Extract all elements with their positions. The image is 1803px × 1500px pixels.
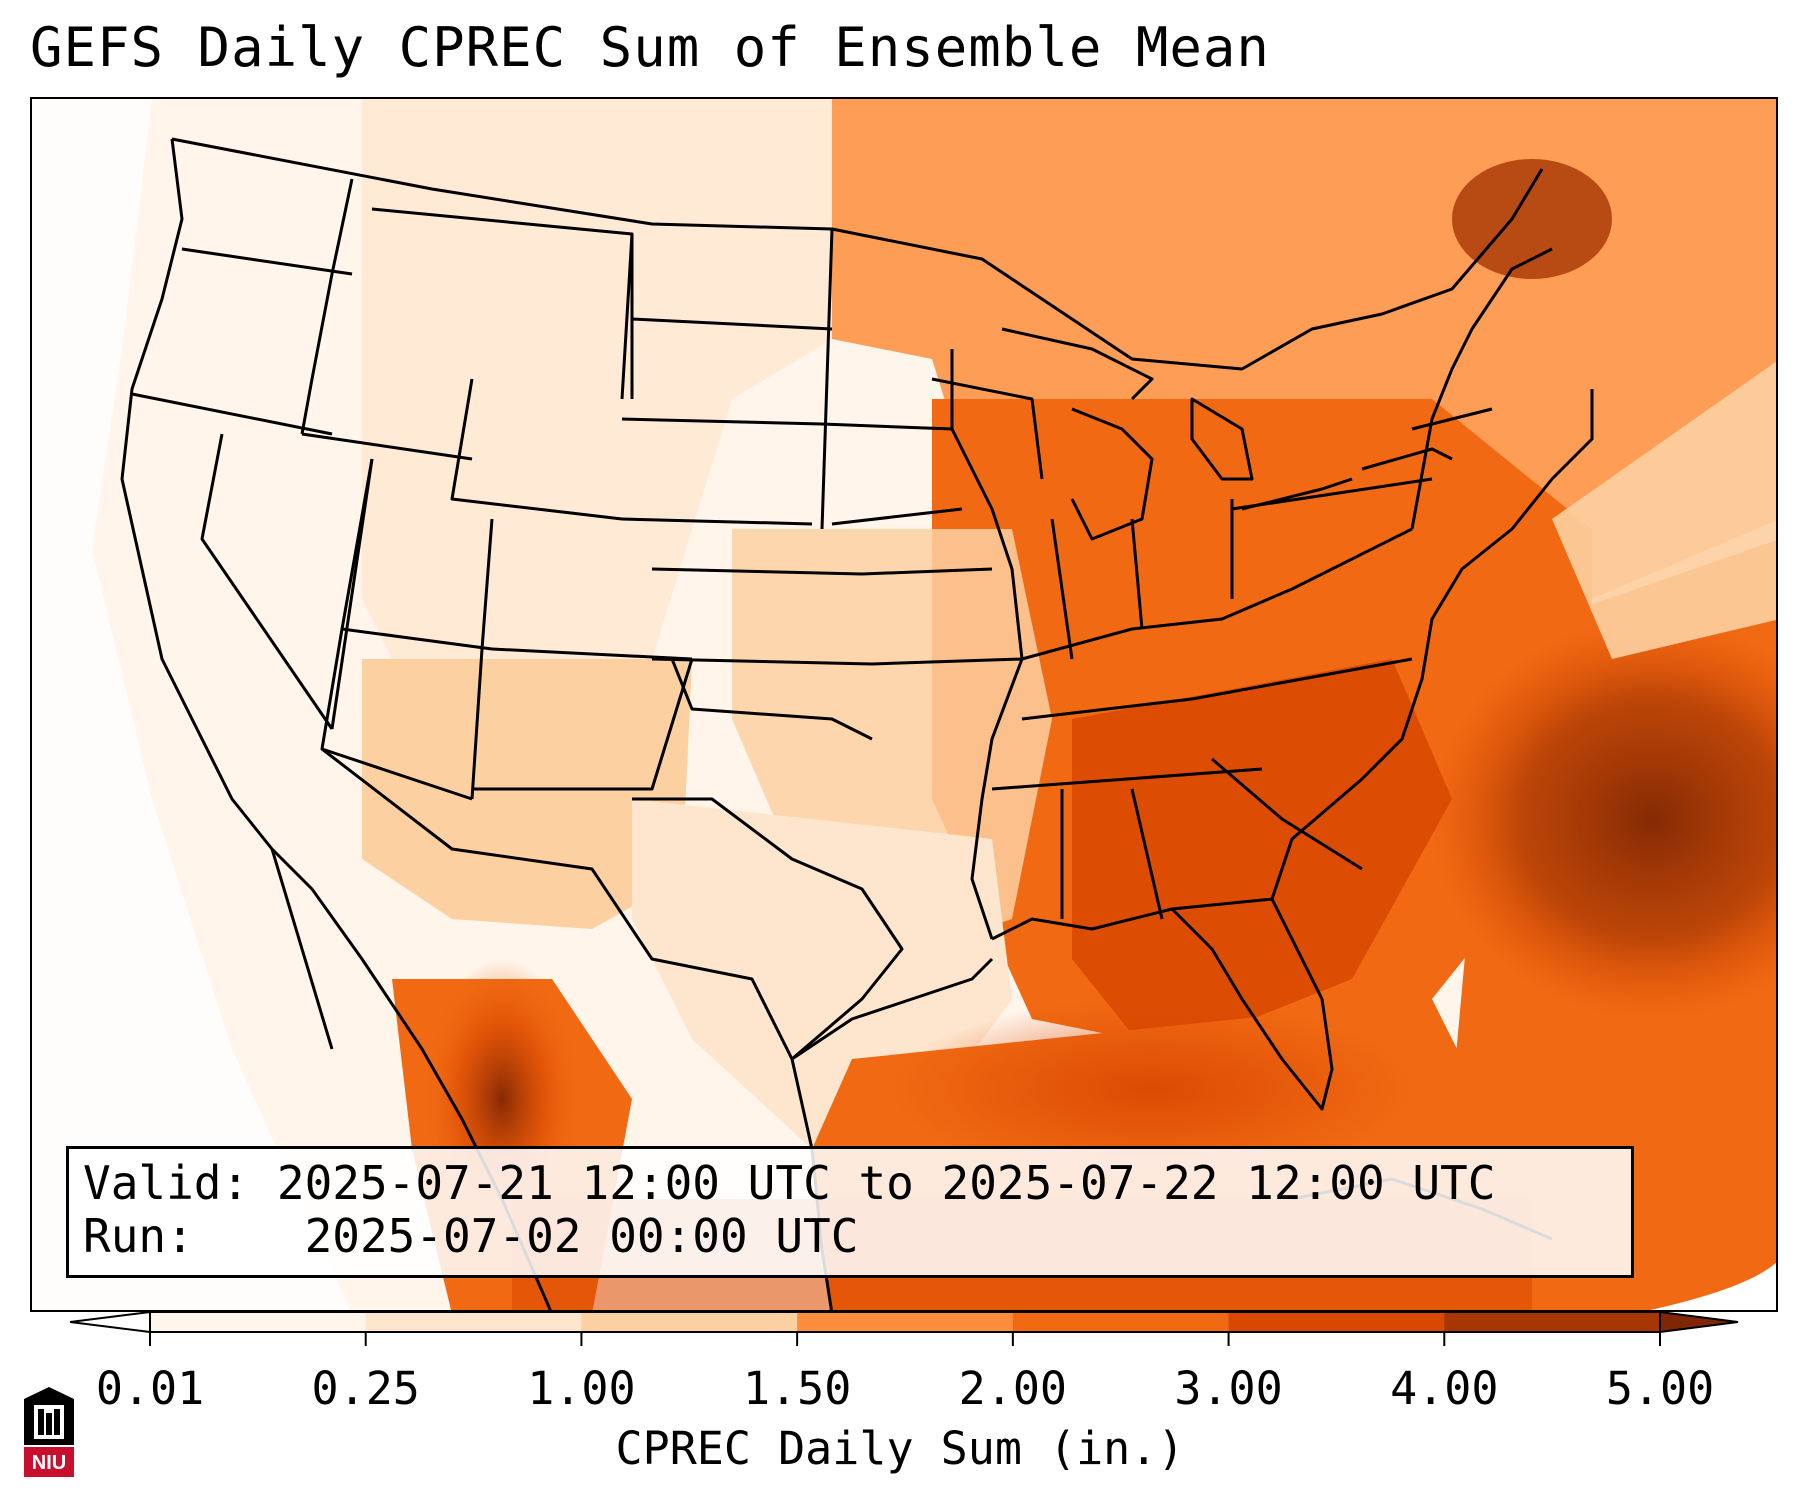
colorbar-tick-label: 5.00 — [1605, 1362, 1715, 1415]
colorbar-segment — [797, 1312, 1014, 1332]
map-title: GEFS Daily CPREC Sum of Ensemble Mean — [30, 16, 1270, 79]
valid-label: Valid: — [83, 1156, 250, 1210]
valid-value: 2025-07-21 12:00 UTC to 2025-07-22 12:00… — [276, 1156, 1496, 1210]
colorbar-label: CPREC Daily Sum (in.) — [615, 1422, 1185, 1475]
precip-field — [32, 99, 1776, 1310]
colorbar-tick-label: 0.25 — [311, 1362, 420, 1415]
precipitation-map — [30, 97, 1778, 1312]
colorbar-ticks — [149, 1332, 1661, 1346]
logo-text: NIU — [32, 1452, 66, 1474]
colorbar-tick-label: 3.00 — [1174, 1362, 1283, 1415]
run-value: 2025-07-02 00:00 UTC — [304, 1209, 859, 1263]
state-borders — [120, 137, 1594, 1310]
colorbar-segment — [1228, 1312, 1445, 1332]
run-label: Run: — [83, 1209, 194, 1263]
colorbar-segment — [150, 1312, 367, 1332]
colorbar-over-arrow — [1659, 1310, 1739, 1334]
colorbar-segment — [1012, 1312, 1230, 1332]
colorbar-tick-label: 4.00 — [1390, 1362, 1499, 1415]
map-canvas — [32, 99, 1776, 1310]
niu-university-logo-icon: NIU — [24, 1387, 74, 1477]
validity-info-box: Valid: 2025-07-21 12:00 UTC to 2025-07-2… — [66, 1146, 1634, 1278]
colorbar-segment — [581, 1312, 798, 1332]
colorbar-segment — [1444, 1312, 1661, 1332]
colorbar-under-arrow — [70, 1310, 151, 1334]
colorbar — [70, 1310, 1739, 1346]
colorbar-tick-label: 1.00 — [527, 1362, 636, 1415]
colorbar-tick-label: 1.50 — [742, 1362, 852, 1415]
colorbar-segment — [365, 1312, 582, 1332]
colorbar-segments — [149, 1311, 1661, 1333]
colorbar-tick-label: 0.01 — [95, 1362, 205, 1415]
colorbar-tick-label: 2.00 — [958, 1362, 1068, 1415]
